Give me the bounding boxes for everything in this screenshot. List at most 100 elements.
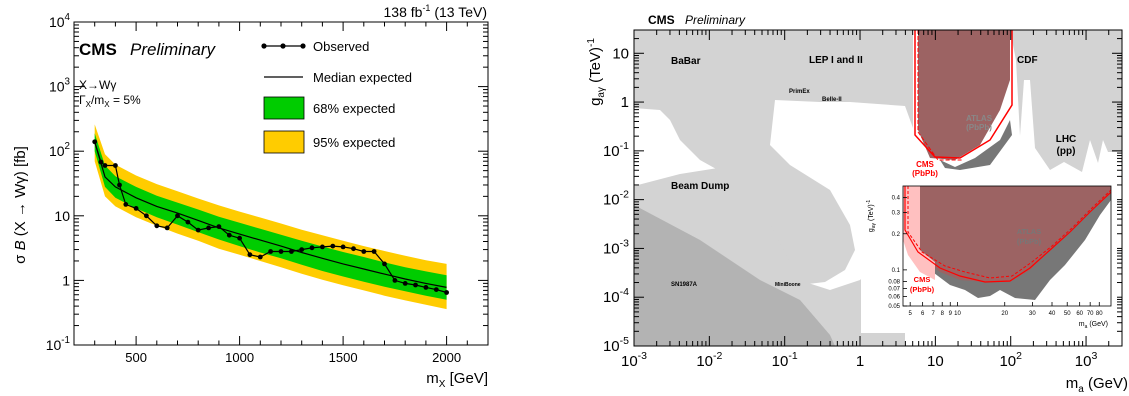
region-label-lep: LEP I and II	[809, 55, 863, 66]
x-tick-label: 10-1	[772, 350, 798, 370]
y-tick-label: 102	[49, 141, 70, 159]
left-xlabel: mX [GeV]	[426, 370, 488, 390]
preliminary-label: Preliminary	[130, 40, 217, 59]
inset-y-tick-label: 0.2	[892, 232, 901, 238]
legend-68-swatch	[263, 96, 305, 120]
cms-label: CMS	[79, 40, 117, 59]
y-tick-label: 10-1	[46, 335, 70, 353]
region-label-atlas-sub: (PbPb)	[966, 123, 992, 132]
observed-point	[92, 139, 98, 145]
right-axis-ticks: 10-3 10-2 10-1 1 10 102 103 10-5 10-4 10-3 10-2 10-…	[603, 29, 1123, 370]
region-label-lhc: LHC	[1056, 134, 1077, 145]
observed-point	[257, 254, 263, 260]
width-label: ΓX/mX = 5%	[79, 93, 141, 109]
right-preliminary-label: Preliminary	[685, 13, 746, 27]
inset-x-tick-label: 60	[1076, 311, 1083, 317]
inset-xlabel: ma (GeV)	[1079, 321, 1108, 330]
observed-point	[423, 285, 429, 290]
x-tick-label: 1000	[225, 350, 254, 365]
right-ylabel: gaγ (TeV)-1	[586, 38, 607, 106]
x-tick-label: 1500	[329, 350, 358, 365]
inset-y-tick-label: 0.4	[892, 196, 901, 202]
observed-point	[320, 244, 325, 250]
observed-point	[185, 219, 191, 225]
inset-label-atlas: ATLAS	[1017, 227, 1041, 236]
observed-point	[413, 282, 418, 288]
inset-y-tick-label: 0.3	[892, 211, 901, 217]
legend-observed-marker	[280, 43, 286, 49]
region-label-babar: BaBar	[671, 56, 701, 67]
observed-point	[113, 163, 118, 168]
right-xlabel: ma (GeV)	[1066, 375, 1128, 395]
atlas-region	[918, 30, 1010, 160]
inset-x-tick-label: 40	[1049, 311, 1056, 317]
right-chart: 10-3 10-2 10-1 1 10 102 103 10-5 10-4 10-3 10-2 10-…	[586, 13, 1128, 395]
inset-x-tick-label: 10	[954, 311, 961, 317]
inset-x-tick-label: 7	[931, 311, 935, 317]
atlas-dark-edge	[940, 120, 1012, 170]
y-tick-label: 10-4	[603, 286, 629, 306]
x-tick-label: 500	[125, 350, 147, 365]
inset-y-tick-label: 0.06	[888, 294, 900, 300]
x-tick-label: 10	[927, 353, 944, 370]
inset-chart: 5 6 7 8 9 10 20 30 40 50 60 70 80 0.05 0.06 0.070.08 0.1…	[861, 183, 1117, 333]
observed-point	[289, 249, 294, 254]
x-tick-label: 10-2	[696, 350, 722, 370]
region-label-primex: PrimEx	[789, 89, 810, 95]
inset-x-tick-label: 9	[949, 311, 953, 317]
y-tick-label: 103	[49, 77, 71, 95]
inset-x-tick-label: 30	[1029, 311, 1036, 317]
observed-point	[340, 244, 346, 250]
observed-points	[92, 139, 449, 295]
lumi-label: 138 fb-1 (13 TeV)	[384, 3, 488, 20]
inset-y-tick-label: 0.07	[888, 286, 900, 292]
inset-x-tick-label: 50	[1064, 311, 1071, 317]
y-tick-label: 10-2	[603, 189, 629, 209]
observed-point	[133, 206, 139, 211]
observed-point	[154, 223, 160, 229]
cms-boundary	[914, 30, 1013, 159]
inset-x-tick-label: 20	[1001, 311, 1008, 317]
inset-x-tick-label: 8	[941, 311, 945, 317]
x-tick-label: 102	[999, 350, 1022, 370]
legend-95-label: 95% expected	[313, 135, 395, 150]
observed-point	[392, 278, 398, 283]
observed-point	[330, 243, 336, 249]
inset-x-tick-label: 5	[909, 311, 913, 317]
observed-point	[402, 281, 408, 286]
inset-y-tick-label: 0.08	[888, 280, 900, 286]
observed-point	[206, 225, 212, 231]
inset-frame	[902, 185, 1112, 307]
excluded-region-light	[634, 30, 1122, 284]
y-tick-label: 10-3	[603, 237, 629, 257]
observed-point	[117, 182, 122, 188]
region-label-miniboone: MiniBoone	[775, 282, 801, 288]
inset-cms-expected	[907, 186, 1111, 279]
y-tick-label: 10	[612, 45, 629, 62]
process-label: X→Wγ	[79, 78, 116, 92]
observed-point	[164, 225, 170, 231]
cms-expected-boundary	[917, 30, 962, 161]
observed-point	[195, 227, 201, 233]
x-tick-label: 1	[856, 353, 864, 370]
inset-axis-ticks: 5 6 7 8 9 10 20 30 40 50 60 70 80 0.05 0.06 0.070.08 0.1…	[888, 196, 1103, 317]
inset-x-tick-label: 70	[1087, 311, 1094, 317]
legend-observed-label: Observed	[313, 39, 369, 54]
inset-cms-region	[903, 186, 935, 280]
y-tick-label: 10	[54, 208, 70, 224]
y-tick-label: 1	[62, 272, 70, 288]
observed-point	[98, 159, 104, 165]
observed-point	[299, 247, 305, 253]
observed-point	[382, 261, 387, 267]
legend-68-label: 68% expected	[313, 101, 395, 116]
sn1987a-region	[634, 205, 835, 346]
inset-atlas-region	[903, 186, 1111, 282]
inset-ylabel: gaγ (TeV)-1	[866, 200, 877, 233]
left-chart: 500 1000 1500 2000 10-1 1 10 102 103 104 138 fb-1…	[12, 3, 489, 390]
legend-median-label: Median expected	[313, 70, 412, 85]
observed-point	[371, 249, 377, 254]
inset-label-cms-sub: (PbPb)	[910, 285, 935, 294]
median-expected-line	[94, 141, 447, 288]
inset-y-tick-label: 0.05	[888, 304, 900, 310]
